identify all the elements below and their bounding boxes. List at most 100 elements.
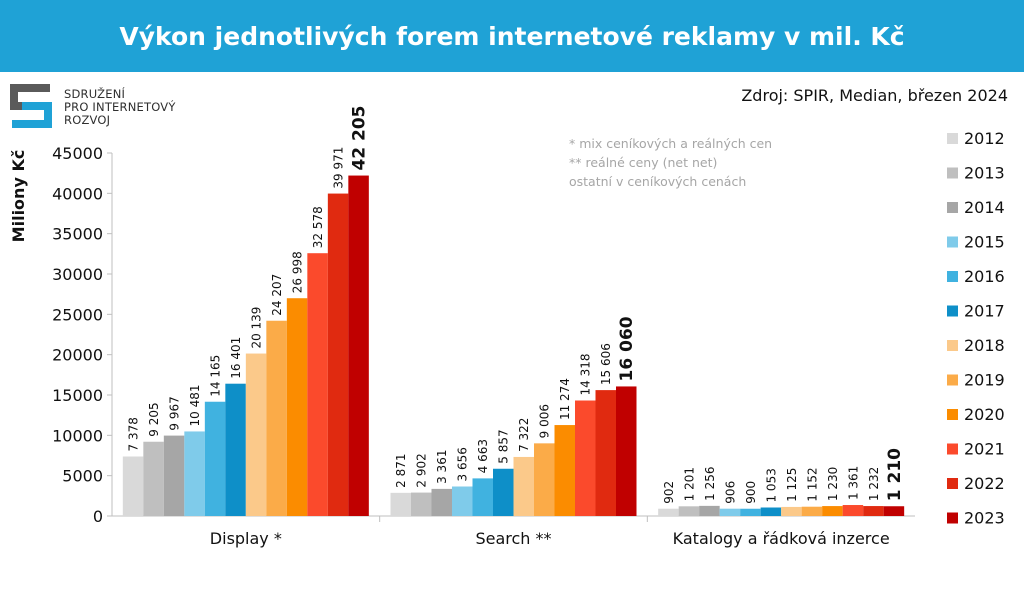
y-tick-label: 15000	[52, 386, 103, 405]
y-tick-label: 20000	[52, 346, 103, 365]
y-tick-label: 40000	[52, 184, 103, 203]
bar	[719, 508, 741, 516]
legend-swatch	[947, 374, 958, 386]
bar	[452, 486, 473, 516]
y-axis-title: Miliony Kč	[9, 150, 28, 243]
bar	[286, 298, 308, 516]
bar	[431, 488, 452, 516]
y-tick-label: 10000	[52, 426, 103, 445]
legend-label: 2021	[964, 440, 1005, 459]
bar	[204, 401, 226, 516]
bar	[327, 193, 349, 516]
bar-data-label: 2 871	[394, 453, 408, 487]
chart-title: Výkon jednotlivých forem internetové rek…	[119, 21, 905, 51]
bar	[740, 508, 761, 516]
bar	[163, 435, 185, 516]
legend-swatch	[947, 512, 958, 524]
logo-line: ROZVOJ	[64, 113, 111, 127]
note-line: * mix ceníkových a reálných cen	[569, 136, 773, 151]
bar-data-label: 1 201	[682, 467, 696, 501]
bar	[678, 506, 700, 516]
legend-swatch	[947, 271, 958, 282]
logo-line: PRO INTERNETOVÝ	[64, 100, 176, 114]
bar-data-label: 42 205	[350, 105, 370, 170]
category-label: Katalogy a řádková inzerce	[673, 529, 890, 548]
bar-data-label: 10 481	[188, 384, 202, 426]
bar	[863, 506, 884, 516]
bar-data-label: 1 053	[764, 468, 778, 502]
legend-swatch	[947, 305, 958, 317]
bar-data-label: 39 971	[332, 147, 346, 189]
title-bar: Výkon jednotlivých forem internetové rek…	[0, 0, 1024, 72]
bar	[822, 506, 843, 516]
bar	[760, 507, 782, 516]
bar	[245, 353, 267, 516]
bar-data-label: 1 232	[867, 467, 881, 501]
bar-data-label: 24 207	[270, 274, 284, 316]
bar	[411, 492, 432, 516]
bar	[225, 383, 246, 516]
bar-data-label: 1 361	[846, 466, 860, 500]
legend-label: 2019	[964, 371, 1005, 390]
legend-label: 2022	[964, 474, 1005, 493]
category-label: Search **	[475, 529, 551, 548]
bar	[616, 386, 637, 516]
y-tick-label: 5000	[62, 467, 103, 486]
bar	[595, 390, 616, 516]
bar	[390, 492, 411, 516]
bar-data-label: 3 656	[456, 447, 470, 481]
bar-data-label: 3 361	[435, 450, 449, 484]
bar	[348, 175, 369, 516]
legend-swatch	[947, 340, 958, 351]
note-line: ostatní v ceníkových cenách	[569, 174, 747, 189]
y-tick-label: 45000	[52, 144, 103, 163]
bar-data-label: 32 578	[311, 206, 325, 248]
bar-data-label: 900	[744, 481, 758, 504]
bar	[266, 320, 287, 516]
bar-data-label: 4 663	[476, 439, 490, 473]
legend-label: 2015	[964, 233, 1005, 252]
bar-data-label: 14 165	[209, 355, 223, 397]
bar	[781, 506, 802, 516]
bar	[472, 478, 493, 516]
source-note: Zdroj: SPIR, Median, březen 2024	[741, 86, 1008, 105]
bar-data-label: 26 998	[291, 251, 305, 293]
y-tick-label: 25000	[52, 305, 103, 324]
legend-swatch	[947, 133, 958, 144]
note-line: ** reálné ceny (net net)	[569, 155, 718, 170]
bar-data-label: 1 152	[805, 467, 819, 501]
bar-data-label: 14 318	[579, 354, 593, 396]
bar	[493, 468, 514, 516]
bar-data-label: 906	[723, 481, 737, 504]
bar-data-label: 1 210	[885, 448, 905, 501]
logo-frame-dark	[10, 84, 18, 110]
legend-swatch	[947, 202, 958, 213]
y-tick-label: 30000	[52, 265, 103, 284]
legend-label: 2018	[964, 336, 1005, 355]
legend-label: 2016	[964, 267, 1005, 286]
logo-frame-blue	[12, 120, 52, 128]
legend-label: 2017	[964, 302, 1005, 321]
legend-swatch	[947, 443, 958, 455]
legend-swatch	[947, 409, 958, 420]
bar	[554, 425, 575, 516]
logo-line: SDRUŽENÍ	[64, 87, 126, 101]
bar	[658, 508, 679, 516]
bar-data-label: 902	[662, 481, 676, 504]
bar	[801, 506, 823, 516]
y-tick-label: 35000	[52, 225, 103, 244]
legend-swatch	[947, 236, 958, 248]
y-tick-label: 0	[93, 507, 103, 526]
bar-data-label: 2 902	[415, 453, 429, 487]
bar	[575, 400, 596, 516]
bar-data-label: 1 125	[785, 468, 799, 502]
bar-data-label: 20 139	[250, 307, 264, 349]
bar	[184, 431, 205, 516]
legend-label: 2013	[964, 164, 1005, 183]
bar-data-label: 11 274	[558, 378, 572, 420]
bar	[307, 253, 328, 516]
bar	[534, 443, 555, 516]
bar-data-label: 7 378	[127, 417, 141, 451]
category-label: Display *	[210, 529, 282, 548]
